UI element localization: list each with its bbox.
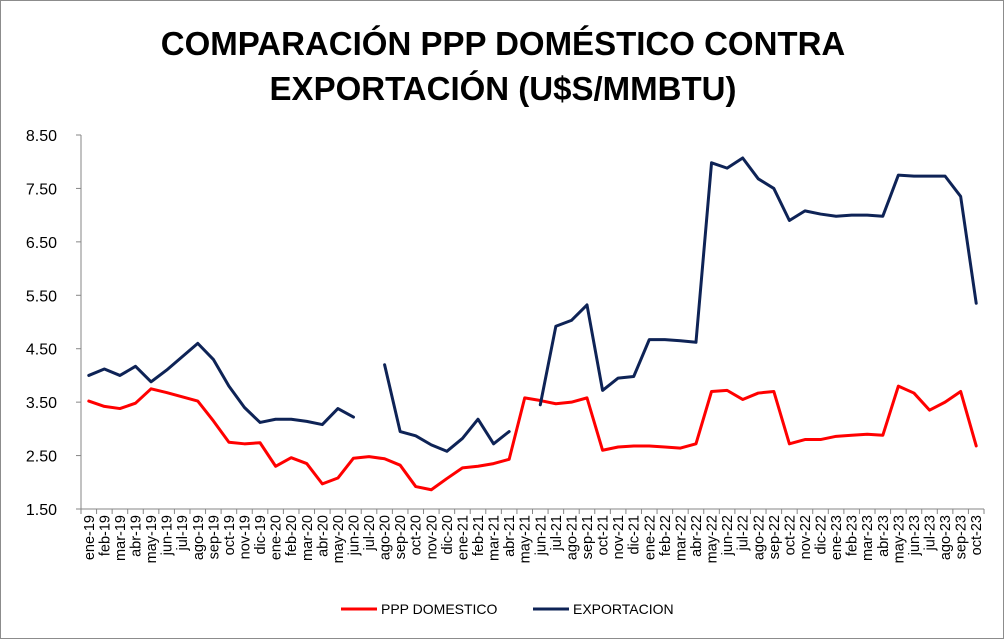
- x-tick-label: mar-21: [487, 515, 503, 561]
- x-tick-label: ene-19: [82, 515, 98, 560]
- series-layer: [87, 156, 978, 492]
- y-tick-label: 4.50: [26, 342, 57, 359]
- x-tick-label: sep-19: [206, 515, 222, 559]
- x-tick-label: nov-22: [798, 515, 814, 559]
- legend-label: PPP DOMESTICO: [381, 601, 498, 617]
- x-tick-label: oct-23: [969, 515, 985, 555]
- x-tick-label: ago-23: [938, 515, 954, 560]
- x-tick-label: jun-19: [160, 515, 176, 556]
- legend-item: PPP DOMESTICO: [341, 601, 498, 617]
- y-tick-label: 3.50: [26, 395, 57, 412]
- x-tick-label: oct-19: [222, 515, 238, 555]
- x-tick-label: abr-19: [128, 515, 144, 557]
- x-tick-label: may-19: [144, 515, 160, 563]
- x-tick-label: mar-22: [673, 515, 689, 561]
- x-tick-label: sep-22: [767, 515, 783, 559]
- x-tick-label: dic-20: [440, 515, 456, 555]
- x-tick-label: may-20: [331, 515, 347, 563]
- x-tick-label: jul-21: [549, 515, 565, 551]
- series-line: [87, 156, 978, 453]
- x-tick-label: abr-20: [315, 515, 331, 557]
- x-tick-label: dic-19: [253, 515, 269, 555]
- x-tick-label: oct-22: [782, 515, 798, 555]
- x-tick-label: dic-22: [814, 515, 830, 555]
- x-axis: ene-19 feb-19 mar-19 abr-19 may-19 jun-19 jul-…: [80, 508, 985, 563]
- x-tick-label: ago-19: [191, 515, 207, 560]
- x-tick-label: feb-21: [471, 515, 487, 556]
- legend-label: EXPORTACION: [573, 601, 674, 617]
- chart-title-line-2: EXPORTACIÓN (U$S/MMBTU): [270, 70, 737, 107]
- x-tick-label: ene-22: [642, 515, 658, 560]
- x-tick-label: nov-19: [237, 515, 253, 559]
- y-axis: 1.50 2.50 3.50 4.50 5.50 6.50 7.50 8.50: [26, 128, 82, 519]
- x-tick-label: jun-20: [346, 515, 362, 556]
- x-tick-label: nov-21: [611, 515, 627, 559]
- x-tick-label: jul-23: [923, 515, 939, 551]
- y-tick-label: 5.50: [26, 288, 57, 305]
- x-tick-label: may-21: [518, 515, 534, 563]
- x-tick-label: may-22: [705, 515, 721, 563]
- y-tick-label: 2.50: [26, 449, 57, 466]
- x-tick-label: jul-22: [736, 515, 752, 551]
- x-tick-label: sep-23: [954, 515, 970, 559]
- x-tick-label: feb-19: [97, 515, 113, 556]
- y-tick-label: 7.50: [26, 181, 57, 198]
- x-tick-label: nov-20: [424, 515, 440, 559]
- y-tick-label: 8.50: [26, 128, 57, 145]
- legend-item: EXPORTACION: [533, 601, 674, 617]
- x-tick-label: abr-22: [689, 515, 705, 557]
- x-tick-label: ago-22: [751, 515, 767, 560]
- x-tick-label: ago-20: [378, 515, 394, 560]
- x-tick-label: jun-23: [907, 515, 923, 556]
- x-tick-label: oct-21: [596, 515, 612, 555]
- x-tick-label: jul-20: [362, 515, 378, 551]
- x-tick-label: ene-23: [829, 515, 845, 560]
- x-tick-label: abr-21: [502, 515, 518, 557]
- x-tick-label: dic-21: [627, 515, 643, 555]
- x-tick-label: ene-20: [269, 515, 285, 560]
- y-tick-label: 6.50: [26, 235, 57, 252]
- x-tick-label: may-23: [891, 515, 907, 563]
- series-exportacion: [87, 156, 978, 453]
- x-tick-label: mar-19: [113, 515, 129, 561]
- legend: PPP DOMESTICO EXPORTACION: [341, 601, 674, 617]
- x-tick-label: ago-21: [564, 515, 580, 560]
- x-tick-label: feb-20: [284, 515, 300, 556]
- x-tick-label: oct-20: [409, 515, 425, 555]
- x-tick-label: feb-23: [845, 515, 861, 556]
- x-tick-label: jul-19: [175, 515, 191, 551]
- x-tick-label: ene-21: [455, 515, 471, 560]
- series-ppp-domestico: [87, 384, 978, 492]
- x-tick-label: sep-20: [393, 515, 409, 559]
- x-tick-label: jun-22: [720, 515, 736, 556]
- x-tick-label: jun-21: [533, 515, 549, 556]
- x-tick-label: mar-20: [300, 515, 316, 561]
- x-tick-label: sep-21: [580, 515, 596, 559]
- y-tick-label: 1.50: [26, 502, 57, 519]
- series-line: [87, 384, 978, 492]
- x-tick-label: feb-22: [658, 515, 674, 556]
- x-tick-label: mar-23: [860, 515, 876, 561]
- x-tick-label: abr-23: [876, 515, 892, 557]
- chart-title-line-1: COMPARACIÓN PPP DOMÉSTICO CONTRA: [161, 25, 845, 62]
